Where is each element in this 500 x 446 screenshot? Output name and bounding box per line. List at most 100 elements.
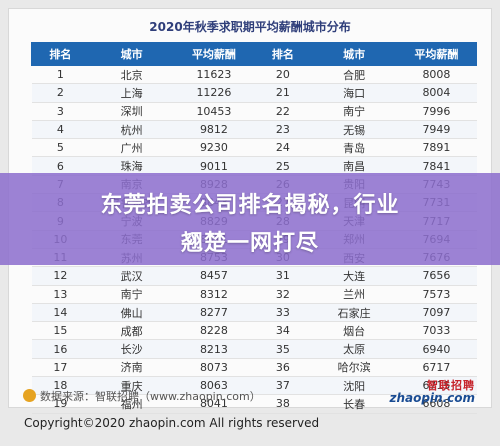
cell-rank: 15 — [31, 321, 90, 341]
cell-city: 海口 — [311, 83, 397, 103]
cell-city: 烟台 — [311, 321, 397, 341]
cell-salary: 9230 — [173, 138, 254, 158]
cell-city: 大连 — [311, 266, 397, 286]
cell-city: 太原 — [311, 339, 397, 359]
cell-salary: 8277 — [173, 303, 254, 323]
cell-rank: 23 — [253, 120, 312, 140]
cell-rank: 14 — [31, 303, 90, 323]
cell-rank: 36 — [253, 358, 312, 378]
table-row: 13 南宁 8312 32 兰州 7573 — [31, 285, 477, 304]
cell-city: 兰州 — [311, 285, 397, 304]
cell-city: 长春 — [311, 394, 397, 414]
cell-salary: 7656 — [396, 266, 477, 286]
cell-rank: 35 — [253, 339, 312, 359]
cell-rank: 25 — [253, 156, 312, 176]
table-row: 14 佛山 8277 33 石家庄 7097 — [31, 303, 477, 323]
cell-salary: 8004 — [396, 83, 477, 103]
cell-rank: 18 — [31, 376, 90, 396]
cell-rank: 5 — [31, 138, 90, 158]
source-note: 数据来源：智联招聘（www.zhaopin.com） — [23, 388, 261, 404]
cell-city: 杭州 — [89, 120, 174, 140]
cell-salary: 8213 — [173, 339, 254, 359]
cell-salary: 8228 — [173, 321, 254, 341]
cell-salary: 7996 — [396, 102, 477, 121]
cell-salary: 8008 — [396, 65, 477, 85]
source-text: 数据来源：智联招聘（www.zhaopin.com） — [40, 390, 261, 403]
cell-rank: 13 — [31, 285, 90, 304]
header-rank: 排名 — [253, 42, 313, 66]
cell-city: 沈阳 — [311, 376, 397, 396]
cell-rank: 12 — [31, 266, 90, 286]
cell-salary: 7097 — [396, 303, 477, 323]
cell-rank: 32 — [253, 285, 312, 304]
cell-rank: 22 — [253, 102, 312, 121]
cell-rank: 4 — [31, 120, 90, 140]
cell-city: 石家庄 — [311, 303, 397, 323]
cell-salary: 7033 — [396, 321, 477, 341]
lightbulb-icon — [23, 389, 36, 402]
cell-city: 北京 — [89, 65, 174, 85]
cell-rank: 24 — [253, 138, 312, 158]
cell-salary: 6940 — [396, 339, 477, 359]
cell-salary: 7573 — [396, 285, 477, 304]
cell-city: 福州 — [89, 394, 174, 414]
cell-salary: 9812 — [173, 120, 254, 140]
cell-salary: 11623 — [173, 65, 254, 85]
table-row: 19 福州 8041 38 长春 6608 — [31, 394, 477, 414]
cell-salary: 7891 — [396, 138, 477, 158]
cell-city: 广州 — [89, 138, 174, 158]
cell-rank: 31 — [253, 266, 312, 286]
cell-rank: 6 — [31, 156, 90, 176]
cell-rank: 34 — [253, 321, 312, 341]
cell-city: 南昌 — [311, 156, 397, 176]
header-salary: 平均薪酬 — [395, 42, 478, 66]
cell-city: 南宁 — [311, 102, 397, 121]
cell-city: 成都 — [89, 321, 174, 341]
cell-salary: 10453 — [173, 102, 254, 121]
cell-city: 重庆 — [89, 376, 174, 396]
table-title: 2020年秋季求职期平均薪酬城市分布 — [149, 20, 351, 34]
table-row: 1 北京 11623 20 合肥 8008 — [31, 65, 477, 85]
table-header-row: 排名 城市 平均薪酬 排名 城市 平均薪酬 — [31, 42, 478, 66]
cell-rank: 21 — [253, 83, 312, 103]
cell-rank: 3 — [31, 102, 90, 121]
table-row: 18 重庆 8063 37 沈阳 6715 — [31, 376, 477, 396]
table-row: 5 广州 9230 24 青岛 7891 — [31, 138, 477, 158]
header-city: 城市 — [88, 42, 175, 66]
table-row: 17 济南 8073 36 哈尔滨 6717 — [31, 358, 477, 378]
logo-url: zhaopin.com — [389, 391, 475, 405]
table-row: 2 上海 11226 21 海口 8004 — [31, 83, 477, 103]
cell-rank: 20 — [253, 65, 312, 85]
cell-salary: 8312 — [173, 285, 254, 304]
cell-city: 深圳 — [89, 102, 174, 121]
cell-salary: 8041 — [173, 394, 254, 414]
table-row: 12 武汉 8457 31 大连 7656 — [31, 266, 477, 286]
header-city: 城市 — [311, 42, 397, 66]
table-row: 15 成都 8228 34 烟台 7033 — [31, 321, 477, 341]
table-row: 3 深圳 10453 22 南宁 7996 — [31, 102, 477, 121]
cell-salary: 8073 — [173, 358, 254, 378]
copyright-text: Copyright©2020 zhaopin.com All rights re… — [24, 416, 320, 430]
headline-line-1: 东莞拍卖公司排名揭秘，行业 — [100, 193, 400, 218]
cell-rank: 38 — [253, 394, 312, 414]
cell-city: 上海 — [89, 83, 174, 103]
logo-brand: 智联招聘 — [427, 379, 475, 392]
zhaopin-logo: 智联招聘 zhaopin.com — [379, 377, 479, 409]
cell-salary: 8063 — [173, 376, 254, 396]
cell-rank: 1 — [31, 65, 90, 85]
cell-salary: 6717 — [396, 358, 477, 378]
cell-city: 济南 — [89, 358, 174, 378]
cell-rank: 2 — [31, 83, 90, 103]
table-row: 16 长沙 8213 35 太原 6940 — [31, 339, 477, 359]
cell-salary: 6715 — [396, 376, 477, 396]
cell-city: 无锡 — [311, 120, 397, 140]
cell-rank: 19 — [31, 394, 90, 414]
cell-salary: 7949 — [396, 120, 477, 140]
cell-city: 哈尔滨 — [311, 358, 397, 378]
cell-city: 佛山 — [89, 303, 174, 323]
cell-city: 合肥 — [311, 65, 397, 85]
headline-banner: 东莞拍卖公司排名揭秘，行业 翘楚一网打尽 — [0, 173, 500, 265]
cell-salary: 6608 — [396, 394, 477, 414]
table-row: 4 杭州 9812 23 无锡 7949 — [31, 120, 477, 140]
